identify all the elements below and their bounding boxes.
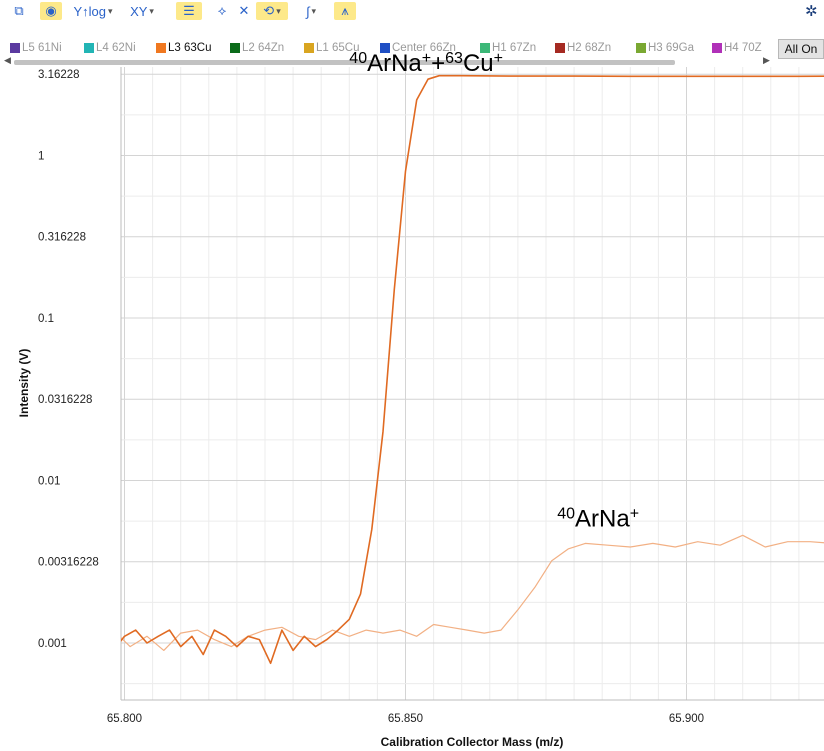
legend-swatch [304, 43, 314, 53]
y-tick-label: 0.1 [38, 313, 54, 325]
legend-swatch [156, 43, 166, 53]
legend-item[interactable]: L5 61Ni [10, 39, 62, 57]
chart-toolbar: ⧉ ◉ Y↑log ▾ XY ▾ ☰ ⟡ ✕ ⟲ ▾ ∫ ▾ ⩚ [0, 0, 824, 22]
curve-icon-glyph: ∫ [305, 3, 310, 19]
legend-item[interactable]: L2 64Zn [230, 39, 284, 57]
x-tick-label: 65.900 [669, 713, 704, 725]
legend-label: H2 68Zn [567, 42, 612, 54]
legend-swatch [380, 43, 390, 53]
clear-icon-glyph: ✕ [238, 3, 250, 18]
crosshair-icon[interactable]: ⟡ [212, 2, 232, 20]
legend-label: H3 69Ga [648, 42, 695, 54]
legend-swatch [555, 43, 565, 53]
history-icon-glyph: ⟲ [263, 3, 275, 18]
series-line-40arna [121, 534, 824, 652]
grid [121, 67, 824, 700]
log-scale-button[interactable]: Y↑log ▾ [70, 2, 116, 20]
annotation-part: 63 [445, 50, 463, 67]
annotation-part: + [630, 506, 639, 523]
log-scale-button-glyph: Y↑log [73, 3, 106, 19]
target-icon[interactable]: ◉ [40, 2, 62, 20]
annotation-part: 40 [557, 506, 575, 523]
window-icon[interactable]: ⧉ [8, 2, 30, 20]
legend-scrollbar[interactable]: ◀ ▶ [0, 55, 778, 67]
annotation-part: ArNa [367, 50, 422, 77]
legend-label: H4 70Z [724, 42, 762, 54]
legend-swatch [480, 43, 490, 53]
clear-icon[interactable]: ✕ [236, 2, 252, 20]
y-tick-label: 3.16228 [38, 69, 80, 81]
legend-label: L1 65Cu [316, 42, 360, 54]
chevron-down-icon[interactable]: ▾ [276, 5, 281, 16]
xy-button[interactable]: XY ▾ [120, 2, 164, 20]
annotation-part: + [494, 50, 503, 67]
list-icon[interactable]: ☰ [176, 2, 202, 20]
legend-item[interactable]: H1 67Zn [480, 39, 536, 57]
series-legend: L5 61Ni L4 62Ni L3 63Cu L2 64Zn L1 65Cu Cente… [0, 39, 778, 57]
annotation-part: Cu [463, 50, 494, 77]
y-tick-label: 0.316228 [38, 232, 86, 244]
legend-item[interactable]: Center 66Zn [380, 39, 456, 57]
chevron-down-icon[interactable]: ▾ [149, 5, 154, 16]
history-icon[interactable]: ⟲ ▾ [256, 2, 288, 20]
y-tick-label: 0.001 [38, 638, 67, 650]
legend-label: H1 67Zn [492, 42, 537, 54]
legend-label: Center 66Zn [392, 42, 456, 54]
annotation-part: + [422, 50, 431, 67]
series-line-63cu [121, 74, 824, 665]
legend-label: L4 62Ni [96, 42, 136, 54]
crosshair-icon-glyph: ⟡ [217, 3, 227, 18]
annotation-part: + [431, 50, 445, 77]
scrollbar-thumb[interactable] [14, 60, 675, 65]
legend-label: L5 61Ni [22, 42, 62, 54]
peak-annotation: 40ArNa++63Cu+ [349, 50, 503, 77]
legend-swatch [84, 43, 94, 53]
legend-swatch [230, 43, 240, 53]
x-tick-label: 65.850 [388, 713, 423, 725]
peak-annotation: 40ArNa+ [557, 506, 639, 533]
target-icon-glyph: ◉ [45, 3, 57, 18]
curve-icon[interactable]: ∫ ▾ [292, 2, 330, 20]
scroll-left-icon[interactable]: ◀ [4, 55, 11, 65]
peak-icon-glyph: ⩚ [341, 3, 349, 18]
legend-swatch [636, 43, 646, 53]
x-tick-label: 65.800 [107, 713, 142, 725]
x-axis-label: Calibration Collector Mass (m/z) [381, 735, 564, 749]
gear-icon[interactable]: ✲ [805, 3, 818, 20]
annotation-part: ArNa [575, 506, 630, 533]
legend-item[interactable]: L3 63Cu [156, 39, 211, 57]
legend-item[interactable]: L1 65Cu [304, 39, 359, 57]
window-icon-glyph: ⧉ [14, 3, 24, 18]
y-tick-label: 1 [38, 151, 44, 163]
scroll-right-icon[interactable]: ▶ [763, 55, 770, 65]
chevron-down-icon[interactable]: ▾ [311, 5, 317, 16]
y-axis-label: Intensity (V) [17, 349, 31, 418]
legend-swatch [712, 43, 722, 53]
legend-item[interactable]: H3 69Ga [636, 39, 694, 57]
chevron-down-icon[interactable]: ▾ [108, 5, 113, 16]
y-tick-label: 0.0316228 [38, 394, 92, 406]
legend-label: L2 64Zn [242, 42, 285, 54]
xy-button-glyph: XY [130, 3, 148, 19]
legend-item[interactable]: H2 68Zn [555, 39, 611, 57]
legend-item[interactable]: L4 62Ni [84, 39, 136, 57]
annotation-part: 40 [349, 50, 367, 67]
legend-item[interactable]: H4 70Z [712, 39, 762, 57]
y-tick-label: 0.00316228 [38, 557, 99, 569]
all-on-button[interactable]: All On [778, 39, 824, 59]
y-tick-label: 0.01 [38, 476, 60, 488]
peak-icon[interactable]: ⩚ [334, 2, 356, 20]
legend-swatch [10, 43, 20, 53]
list-icon-glyph: ☰ [183, 3, 195, 18]
legend-label: L3 63Cu [168, 42, 212, 54]
